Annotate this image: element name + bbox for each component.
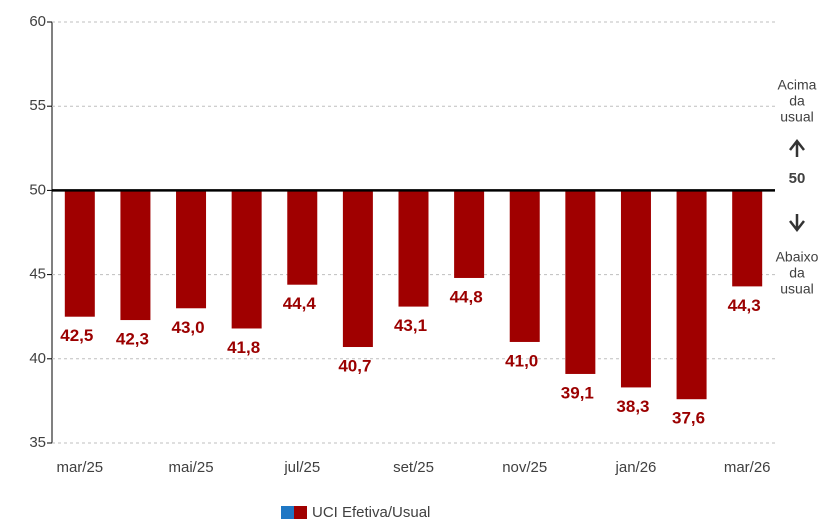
value-label: 38,3: [616, 397, 649, 416]
x-tick-label: mai/25: [169, 459, 214, 476]
legend-swatch-red: [294, 506, 307, 519]
legend-label: UCI Efetiva/Usual: [312, 504, 430, 521]
value-label: 37,6: [672, 409, 705, 428]
baseline-label: 50: [789, 170, 806, 187]
bar: [120, 190, 151, 321]
bar: [398, 190, 429, 307]
y-tick-label: 55: [29, 97, 46, 114]
value-label: 41,0: [505, 351, 538, 370]
value-label: 43,1: [394, 316, 427, 335]
y-tick-label: 50: [29, 181, 46, 198]
value-label: 40,7: [338, 356, 371, 375]
annotation-below: da: [789, 265, 805, 281]
bar: [342, 190, 373, 348]
bar: [176, 190, 207, 309]
bar: [676, 190, 707, 400]
value-label: 42,5: [60, 326, 93, 345]
annotation-below: Abaixo: [776, 249, 819, 265]
y-tick-label: 35: [29, 434, 46, 451]
arrow-down: [789, 214, 805, 233]
x-tick-label: mar/25: [56, 459, 103, 476]
x-tick-label: set/25: [393, 459, 434, 476]
x-tick-label: mar/26: [724, 459, 771, 476]
value-label: 44,8: [450, 287, 483, 306]
bar: [454, 190, 485, 278]
annotation-below: usual: [780, 281, 813, 297]
bar: [732, 190, 763, 287]
x-tick-label: nov/25: [502, 459, 547, 476]
annotation-above: usual: [780, 109, 813, 125]
y-tick-label: 45: [29, 266, 46, 283]
value-label: 44,4: [283, 294, 317, 313]
legend-swatch-blue: [281, 506, 294, 519]
value-label: 42,3: [116, 330, 149, 349]
x-tick-label: jul/25: [283, 459, 320, 476]
bar: [509, 190, 540, 342]
value-label: 39,1: [561, 383, 594, 402]
annotation-above: da: [789, 93, 805, 109]
y-tick-label: 40: [29, 350, 46, 367]
bar: [565, 190, 596, 374]
bar: [231, 190, 262, 329]
annotation-above: Acima: [778, 77, 817, 93]
value-label: 43,0: [171, 318, 204, 337]
bar: [620, 190, 651, 388]
arrow-up: [789, 138, 805, 157]
bar: [64, 190, 95, 317]
bar: [287, 190, 318, 285]
value-label: 41,8: [227, 338, 260, 357]
value-label: 44,3: [728, 296, 761, 315]
y-tick-label: 60: [29, 13, 46, 30]
x-tick-label: jan/26: [615, 459, 657, 476]
